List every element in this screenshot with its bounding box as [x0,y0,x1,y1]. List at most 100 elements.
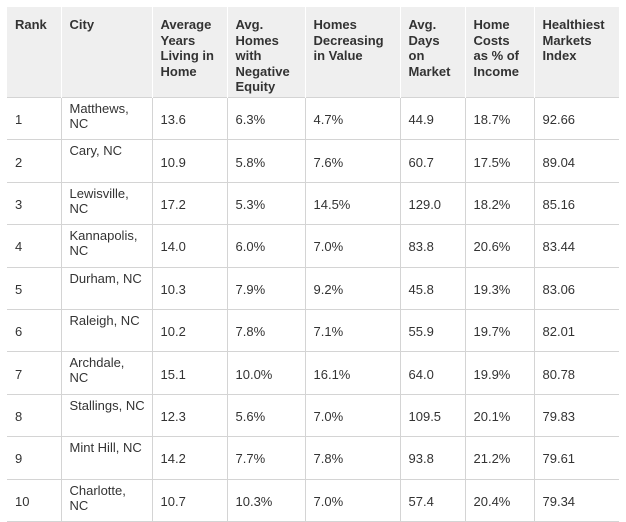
index-cell: 82.01 [533,308,619,352]
decreasing-value-cell: 9.2% [304,266,400,310]
decreasing-value-cell: 7.0% [304,478,400,522]
negative-equity-cell: 7.8% [226,308,305,352]
index-cell: 79.83 [533,393,619,437]
table-header: Rank City Average Years Living in Home Avg.… [7,7,619,98]
days-on-market-cell: 109.5 [399,393,465,437]
years-in-home-cell: 10.7 [151,478,227,522]
header-homes-decreasing-in-value: Homes Decreasing in Value [304,7,400,98]
years-in-home-cell: 14.2 [151,436,227,480]
decreasing-value-cell: 14.5% [304,181,400,225]
home-costs-cell: 18.7% [464,96,534,140]
index-cell: 83.06 [533,266,619,310]
healthiest-markets-table: Rank City Average Years Living in Home Avg.… [7,7,619,522]
rank-cell: 6 [7,308,61,352]
city-cell: Kannapolis, NC [60,224,152,268]
years-in-home-cell: 10.2 [151,308,227,352]
index-cell: 79.34 [533,478,619,522]
home-costs-cell: 19.7% [464,308,534,352]
table-row: 3 Lewisville, NC 17.2 5.3% 14.5% 129.0 18.2% 85… [7,181,619,225]
rankings-table-container: Rank City Average Years Living in Home Avg.… [7,7,619,522]
city-cell: Mint Hill, NC [60,436,152,480]
rank-cell: 5 [7,266,61,310]
index-cell: 79.61 [533,436,619,480]
city-cell: Durham, NC [60,266,152,310]
index-cell: 85.16 [533,181,619,225]
days-on-market-cell: 83.8 [399,224,465,268]
table-body: 1 Matthews, NC 13.6 6.3% 4.7% 44.9 18.7% 92.66 2… [7,96,619,522]
years-in-home-cell: 15.1 [151,351,227,395]
home-costs-cell: 20.6% [464,224,534,268]
decreasing-value-cell: 4.7% [304,96,400,140]
table-row: 8 Stallings, NC 12.3 5.6% 7.0% 109.5 20.1% 79.8… [7,393,619,437]
city-cell: Matthews, NC [60,96,152,140]
rank-cell: 2 [7,139,61,183]
home-costs-cell: 17.5% [464,139,534,183]
home-costs-cell: 18.2% [464,181,534,225]
years-in-home-cell: 10.9 [151,139,227,183]
rank-cell: 10 [7,478,61,522]
header-home-costs-percent-income: Home Costs as % of Income [464,7,534,98]
negative-equity-cell: 6.0% [226,224,305,268]
city-cell: Raleigh, NC [60,308,152,352]
days-on-market-cell: 64.0 [399,351,465,395]
days-on-market-cell: 45.8 [399,266,465,310]
years-in-home-cell: 14.0 [151,224,227,268]
days-on-market-cell: 44.9 [399,96,465,140]
years-in-home-cell: 17.2 [151,181,227,225]
table-row: 10 Charlotte, NC 10.7 10.3% 7.0% 57.4 20.4% 79.… [7,478,619,522]
home-costs-cell: 19.3% [464,266,534,310]
decreasing-value-cell: 7.1% [304,308,400,352]
header-average-years-living-in-home: Average Years Living in Home [151,7,227,98]
negative-equity-cell: 10.0% [226,351,305,395]
city-cell: Stallings, NC [60,393,152,437]
negative-equity-cell: 5.3% [226,181,305,225]
header-healthiest-markets-index: Healthiest Markets Index [533,7,619,98]
decreasing-value-cell: 7.6% [304,139,400,183]
years-in-home-cell: 13.6 [151,96,227,140]
days-on-market-cell: 55.9 [399,308,465,352]
table-row: 6 Raleigh, NC 10.2 7.8% 7.1% 55.9 19.7% 82.01 [7,308,619,352]
table-row: 5 Durham, NC 10.3 7.9% 9.2% 45.8 19.3% 83.06 [7,266,619,310]
years-in-home-cell: 10.3 [151,266,227,310]
days-on-market-cell: 129.0 [399,181,465,225]
negative-equity-cell: 7.9% [226,266,305,310]
city-cell: Cary, NC [60,139,152,183]
table-row: 9 Mint Hill, NC 14.2 7.7% 7.8% 93.8 21.2% 79.61 [7,436,619,480]
city-cell: Lewisville, NC [60,181,152,225]
days-on-market-cell: 57.4 [399,478,465,522]
decreasing-value-cell: 7.0% [304,393,400,437]
table-row: 4 Kannapolis, NC 14.0 6.0% 7.0% 83.8 20.6% 83.4… [7,224,619,268]
decreasing-value-cell: 16.1% [304,351,400,395]
rank-cell: 3 [7,181,61,225]
header-row: Rank City Average Years Living in Home Avg.… [7,7,619,98]
rank-cell: 9 [7,436,61,480]
index-cell: 89.04 [533,139,619,183]
home-costs-cell: 21.2% [464,436,534,480]
negative-equity-cell: 7.7% [226,436,305,480]
city-cell: Archdale, NC [60,351,152,395]
negative-equity-cell: 5.8% [226,139,305,183]
rank-cell: 7 [7,351,61,395]
days-on-market-cell: 93.8 [399,436,465,480]
city-cell: Charlotte, NC [60,478,152,522]
table-row: 2 Cary, NC 10.9 5.8% 7.6% 60.7 17.5% 89.04 [7,139,619,183]
home-costs-cell: 20.1% [464,393,534,437]
header-avg-homes-negative-equity: Avg. Homes with Negative Equity [226,7,305,98]
rank-cell: 4 [7,224,61,268]
rank-cell: 1 [7,96,61,140]
header-rank: Rank [7,7,61,98]
home-costs-cell: 19.9% [464,351,534,395]
header-avg-days-on-market: Avg. Days on Market [399,7,465,98]
negative-equity-cell: 5.6% [226,393,305,437]
years-in-home-cell: 12.3 [151,393,227,437]
decreasing-value-cell: 7.8% [304,436,400,480]
header-city: City [60,7,152,98]
decreasing-value-cell: 7.0% [304,224,400,268]
rank-cell: 8 [7,393,61,437]
days-on-market-cell: 60.7 [399,139,465,183]
table-row: 7 Archdale, NC 15.1 10.0% 16.1% 64.0 19.9% 80.7… [7,351,619,395]
negative-equity-cell: 6.3% [226,96,305,140]
table-row: 1 Matthews, NC 13.6 6.3% 4.7% 44.9 18.7% 92.66 [7,96,619,140]
home-costs-cell: 20.4% [464,478,534,522]
negative-equity-cell: 10.3% [226,478,305,522]
